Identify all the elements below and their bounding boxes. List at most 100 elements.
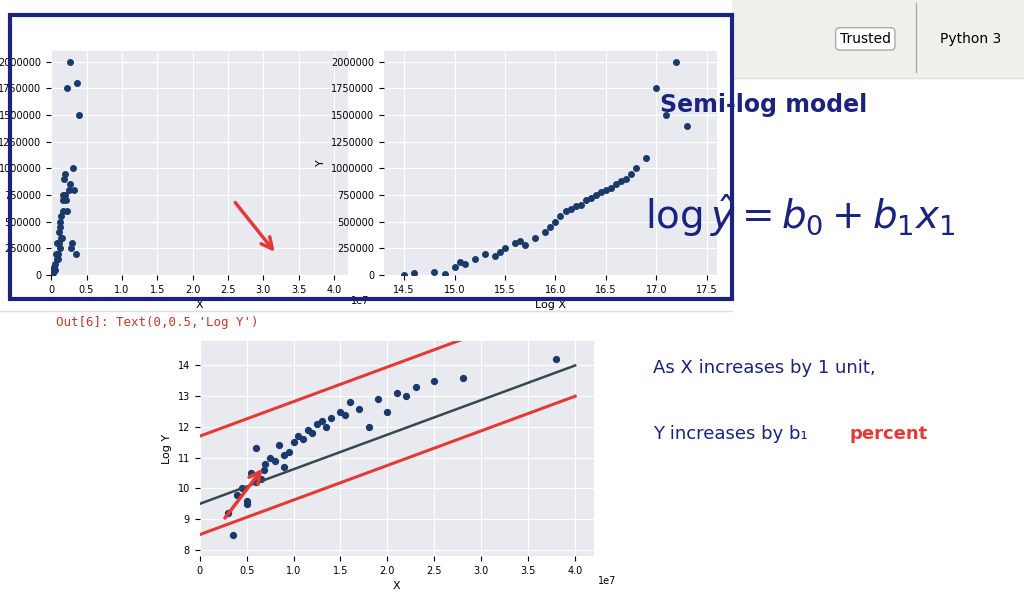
Point — [53, 233, 70, 243]
Point — [49, 238, 66, 248]
Point — [253, 474, 269, 484]
Point — [52, 217, 69, 227]
Point — [313, 416, 330, 426]
Point — [436, 269, 453, 279]
Text: Out[6]: Text(0,0.5,'Log Y'): Out[6]: Text(0,0.5,'Log Y') — [56, 316, 259, 329]
Point — [239, 496, 255, 505]
Point — [567, 201, 584, 210]
Point — [46, 265, 62, 274]
Point — [54, 196, 71, 205]
Point — [68, 249, 84, 258]
Point — [318, 422, 335, 432]
Point — [396, 270, 413, 279]
Point — [62, 57, 79, 66]
Point — [262, 453, 279, 462]
Point — [54, 190, 71, 200]
Point — [426, 376, 442, 386]
Text: $\log \hat{y} = b_0 + b_1 x_1$: $\log \hat{y} = b_0 + b_1 x_1$ — [645, 192, 955, 239]
Point — [476, 249, 493, 258]
Y-axis label: Log Y: Log Y — [162, 434, 172, 463]
Point — [452, 258, 468, 267]
Point — [507, 238, 523, 248]
Point — [446, 262, 463, 271]
Point — [53, 212, 70, 221]
Point — [332, 407, 348, 416]
Point — [512, 236, 528, 246]
Point — [239, 499, 255, 509]
X-axis label: Log X: Log X — [535, 300, 566, 310]
Point — [408, 382, 424, 392]
Point — [351, 404, 368, 413]
Point — [45, 264, 61, 273]
Point — [628, 163, 644, 173]
Point — [60, 185, 77, 194]
Point — [578, 196, 594, 205]
Point — [224, 530, 241, 539]
Point — [612, 176, 629, 186]
Point — [53, 233, 70, 243]
Point — [309, 419, 326, 429]
Point — [572, 200, 589, 209]
Point — [658, 110, 675, 120]
Point — [295, 435, 311, 444]
Point — [44, 267, 60, 277]
Point — [69, 78, 85, 88]
Point — [389, 388, 406, 398]
Point — [583, 193, 599, 203]
Point — [598, 185, 614, 194]
Point — [370, 395, 386, 404]
Point — [588, 190, 604, 200]
Point — [44, 269, 60, 279]
Text: Semi-log model: Semi-log model — [660, 93, 867, 117]
Point — [59, 83, 76, 93]
Point — [276, 450, 293, 459]
Point — [50, 254, 67, 264]
Point — [219, 508, 236, 518]
Point — [248, 444, 264, 453]
Point — [46, 262, 62, 271]
Point — [323, 413, 339, 423]
Point — [248, 478, 264, 487]
Point — [593, 187, 609, 197]
Point — [457, 260, 473, 269]
Text: As X increases by 1 unit,: As X increases by 1 unit, — [653, 359, 876, 377]
Point — [57, 190, 74, 200]
Point — [65, 238, 81, 248]
Point — [257, 459, 273, 469]
Point — [52, 222, 69, 232]
Point — [426, 267, 442, 277]
Point — [608, 179, 625, 189]
Point — [48, 249, 65, 258]
Point — [281, 447, 297, 456]
Point — [58, 206, 75, 216]
Point — [486, 251, 503, 261]
Point — [51, 228, 68, 237]
Text: Python 3: Python 3 — [940, 32, 1001, 46]
Point — [517, 240, 534, 250]
Point — [50, 238, 67, 248]
Text: Trusted: Trusted — [840, 32, 891, 46]
Point — [56, 169, 73, 178]
Point — [271, 441, 288, 450]
Point — [290, 431, 306, 441]
X-axis label: X: X — [393, 581, 400, 591]
Point — [66, 185, 82, 194]
Point — [49, 249, 66, 258]
Text: 1e7: 1e7 — [598, 576, 616, 586]
Point — [62, 243, 79, 253]
Point — [276, 462, 293, 472]
Point — [527, 233, 544, 243]
Point — [557, 206, 573, 216]
Point — [51, 243, 68, 253]
Point — [398, 392, 415, 401]
Point — [55, 174, 72, 184]
Point — [547, 217, 563, 227]
Point — [562, 204, 579, 213]
Point — [61, 179, 78, 189]
X-axis label: X: X — [196, 300, 204, 310]
Point — [229, 490, 246, 499]
Point — [47, 260, 63, 269]
Point — [407, 268, 423, 277]
Point — [44, 270, 60, 279]
Point — [497, 243, 513, 253]
